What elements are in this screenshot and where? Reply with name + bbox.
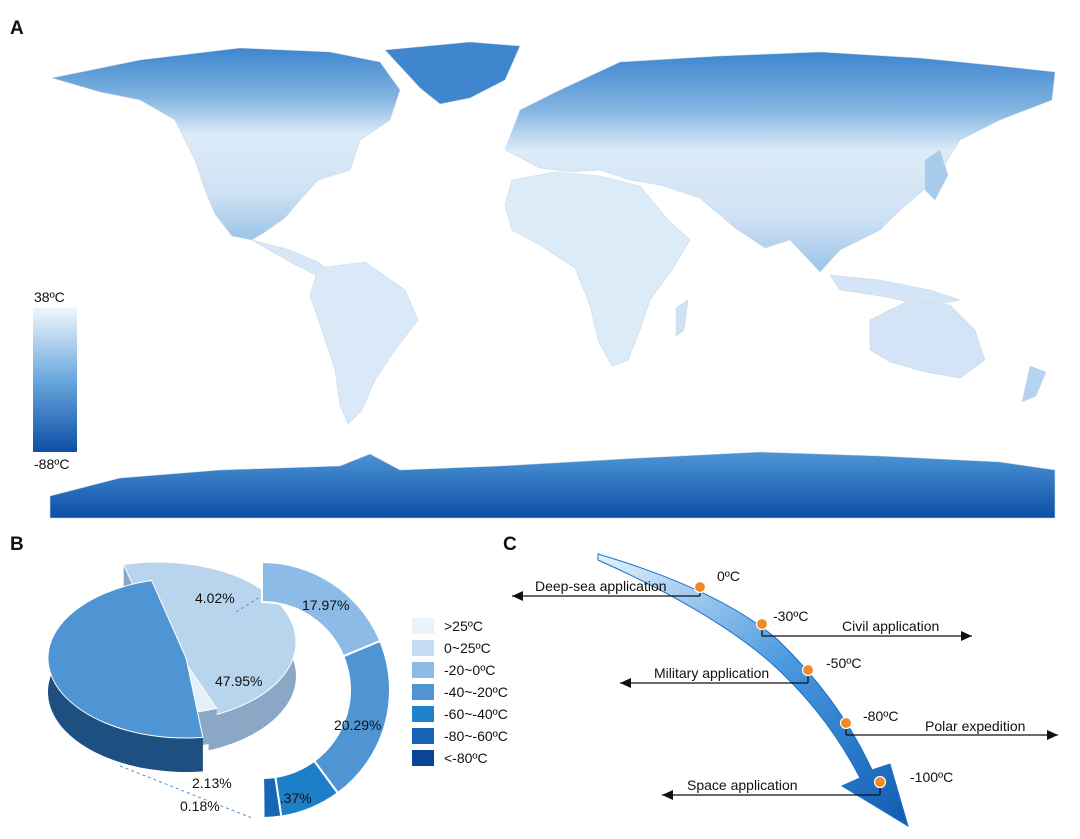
pie-chart: 48.02%4.02%47.95% [47,561,297,819]
ring-segment-label: 20.29% [334,717,381,733]
north-america-landmass [51,47,401,241]
application-label: Military application [654,665,769,681]
ring-segment-label: 2.13% [192,775,232,791]
ring-segment-label: 17.97% [302,597,349,613]
arrowhead-icon [1047,730,1058,740]
legend-label: >25ºC [444,618,483,634]
legend-item: <-80ºC [412,749,488,767]
legend-label: 0~25ºC [444,640,491,656]
ring-segment [260,776,265,820]
temperature-marker [755,617,769,631]
legend-swatch [412,640,434,656]
panel-label-c: C [503,534,517,555]
colorbar-min-label: -88ºC [34,456,70,472]
pie-slice [47,579,204,739]
legend-label: -20~0ºC [444,662,496,678]
temperature-label: 0ºC [717,568,740,584]
temperature-marker [873,775,887,789]
application-label: Space application [687,777,798,793]
temperature-label: -80ºC [863,708,898,724]
panel-label-b: B [10,534,24,555]
temperature-colorbar [33,308,77,452]
pie-slice [122,561,297,717]
arrowhead-icon [961,631,972,641]
temperature-label: -50ºC [826,655,861,671]
application-label: Polar expedition [925,718,1025,734]
temperature-marker [693,580,707,594]
arrowhead-icon [620,678,631,688]
panel-label-a: A [10,18,24,39]
legend-label: -60~-40ºC [444,706,508,722]
ring-segment-label: 7.37% [272,790,312,806]
legend-swatch [412,618,434,634]
antarctica-landmass [49,451,1056,519]
legend-item: 0~25ºC [412,639,491,657]
temperature-label: -100ºC [910,769,953,785]
temperature-marker [801,663,815,677]
japan-landmass [924,149,949,201]
legend-swatch [412,662,434,678]
africa-landmass [504,171,691,367]
legend-swatch [412,706,434,722]
pie-slice-label: 47.95% [215,673,262,689]
application-label: Deep-sea application [535,578,667,594]
legend-swatch [412,684,434,700]
legend-item: -40~-20ºC [412,683,508,701]
australia-landmass [869,299,986,379]
application-timeline: Deep-sea application Civil application Mil… [512,553,1058,828]
new-zealand-landmass [1021,365,1047,403]
legend-item: >25ºC [412,617,483,635]
legend-item: -20~0ºC [412,661,495,679]
legend-label: -40~-20ºC [444,684,508,700]
colorbar-max-label: 38ºC [34,289,65,305]
legend-label: -80~-60ºC [444,728,508,744]
temperature-marker [839,716,853,730]
legend-label: <-80ºC [444,750,488,766]
application-label: Civil application [842,618,939,634]
ring-segment-label: 0.18% [180,798,220,814]
greenland-landmass [384,41,521,105]
arrowhead-icon [662,790,673,800]
indonesia-landmass [829,274,962,307]
legend-swatch [412,750,434,766]
ring-chart: 17.97% 20.29% 7.37% 2.13% 0.18% [180,560,391,820]
arrowhead-icon [512,591,523,601]
legend-item: -60~-40ºC [412,705,508,723]
eurasia-landmass [504,51,1056,273]
temperature-arrow [597,553,909,828]
legend-item: -80~-60ºC [412,727,508,745]
pie-slice-label: 4.02% [195,590,235,606]
madagascar-landmass [675,299,689,337]
legend-swatch [412,728,434,744]
world-map [49,41,1056,519]
temperature-label: -30ºC [773,608,808,624]
south-america-landmass [309,261,419,425]
